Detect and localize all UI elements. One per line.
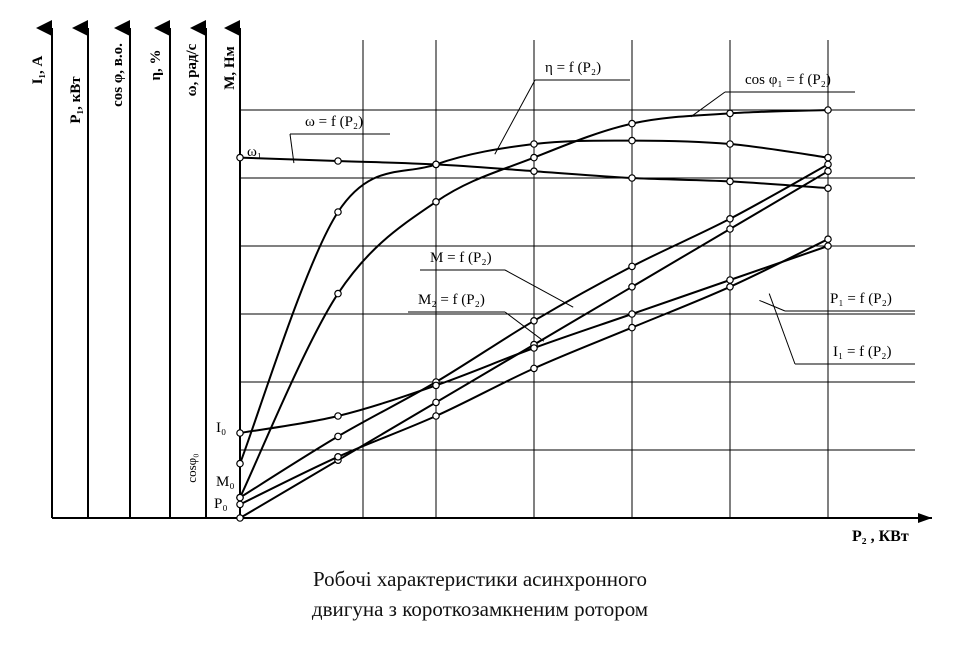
point-omega bbox=[726, 177, 734, 186]
axis-label-eta: η, % bbox=[148, 49, 164, 80]
point-cos bbox=[432, 198, 440, 206]
point-cos bbox=[726, 109, 734, 118]
point-M2 bbox=[726, 225, 734, 233]
point-omega bbox=[530, 167, 538, 176]
point-M bbox=[530, 316, 538, 325]
point-P1 bbox=[628, 323, 636, 332]
labels: I₁, А P₁, кВт cos φ, в.о. η, % ω, рад/с М, Нм… bbox=[30, 43, 915, 545]
point-omega bbox=[236, 153, 244, 162]
leader-line-P1 bbox=[759, 299, 786, 312]
axes bbox=[36, 20, 932, 523]
series-label-eta: η = f (P₂) bbox=[545, 60, 601, 76]
axis-label-cos: cos φ, в.о. bbox=[110, 43, 126, 107]
point-P1 bbox=[530, 364, 538, 373]
point-eta bbox=[824, 153, 832, 162]
point-cos bbox=[628, 119, 636, 128]
leader-line-I1 bbox=[768, 293, 796, 365]
axis-label-P1: P₁, кВт bbox=[68, 76, 84, 124]
point-cos bbox=[824, 106, 832, 114]
point-M2 bbox=[236, 514, 244, 522]
point-M2 bbox=[432, 398, 440, 407]
start-label-M0: M₀ bbox=[216, 474, 235, 490]
start-label-cosphi0: cosφ₀ bbox=[184, 453, 199, 482]
point-P1 bbox=[824, 235, 832, 244]
point-I1 bbox=[432, 381, 440, 390]
point-M2 bbox=[824, 167, 832, 176]
axis-label-I1: I₁, А bbox=[30, 56, 46, 85]
point-M bbox=[628, 262, 636, 271]
leader-line-omega bbox=[289, 133, 295, 164]
grid bbox=[240, 40, 915, 518]
axis-label-omega: ω, рад/с bbox=[184, 43, 200, 96]
caption-line-2: двигуна з короткозамкненим ротором bbox=[311, 597, 649, 621]
characteristics-chart: I₁, А P₁, кВт cos φ, в.о. η, % ω, рад/с М, Нм… bbox=[30, 20, 932, 545]
point-P1 bbox=[236, 500, 244, 509]
point-eta bbox=[726, 140, 734, 148]
series-label-P1: P₁ = f (P₂) bbox=[830, 291, 892, 307]
point-omega bbox=[628, 174, 636, 182]
point-cos bbox=[334, 289, 342, 298]
point-P1 bbox=[432, 412, 440, 420]
axis-label-M: М, Нм bbox=[222, 46, 238, 90]
leader-line-cos bbox=[690, 91, 726, 118]
point-omega bbox=[824, 184, 832, 193]
point-M bbox=[334, 432, 342, 441]
series-line-eta bbox=[239, 139, 829, 464]
point-M2 bbox=[628, 282, 636, 291]
series-label-M2: M₂ = f (P₂) bbox=[418, 292, 485, 308]
point-I1 bbox=[334, 412, 342, 420]
leader-line-M2 bbox=[504, 311, 545, 342]
data-points bbox=[236, 106, 832, 522]
caption-line-1: Робочі характеристики асинхронного bbox=[312, 567, 648, 591]
point-P1 bbox=[726, 282, 734, 291]
point-M bbox=[726, 215, 734, 223]
point-P1 bbox=[334, 452, 342, 461]
point-eta bbox=[334, 208, 342, 216]
series-line-cos bbox=[239, 109, 829, 499]
point-I1 bbox=[726, 276, 734, 284]
point-eta bbox=[432, 160, 440, 169]
point-omega bbox=[334, 157, 342, 165]
point-M bbox=[824, 160, 832, 169]
x-axis-arrow bbox=[918, 513, 932, 523]
point-cos bbox=[530, 153, 538, 162]
point-I1 bbox=[530, 344, 538, 352]
point-eta bbox=[530, 140, 538, 148]
point-I1 bbox=[628, 310, 636, 318]
start-label-I0: I₀ bbox=[216, 420, 226, 436]
leader-line-eta bbox=[494, 79, 536, 155]
point-M bbox=[236, 493, 244, 502]
point-eta bbox=[236, 459, 244, 468]
leader-line-M bbox=[504, 269, 574, 308]
x-axis-label: P₂ , КВт bbox=[852, 528, 909, 545]
point-I1 bbox=[824, 242, 832, 250]
series-label-omega: ω = f (P₂) bbox=[305, 114, 363, 130]
point-eta bbox=[628, 136, 636, 145]
point-I1 bbox=[236, 429, 244, 437]
series-label-cos: cos φ₁ = f (P₂) bbox=[745, 72, 831, 88]
series-label-I1: I₁ = f (P₂) bbox=[833, 344, 892, 360]
series-label-M: M = f (P₂) bbox=[430, 250, 492, 266]
start-label-omega1: ω₁ bbox=[247, 144, 262, 160]
start-label-P0: P₀ bbox=[214, 496, 228, 512]
